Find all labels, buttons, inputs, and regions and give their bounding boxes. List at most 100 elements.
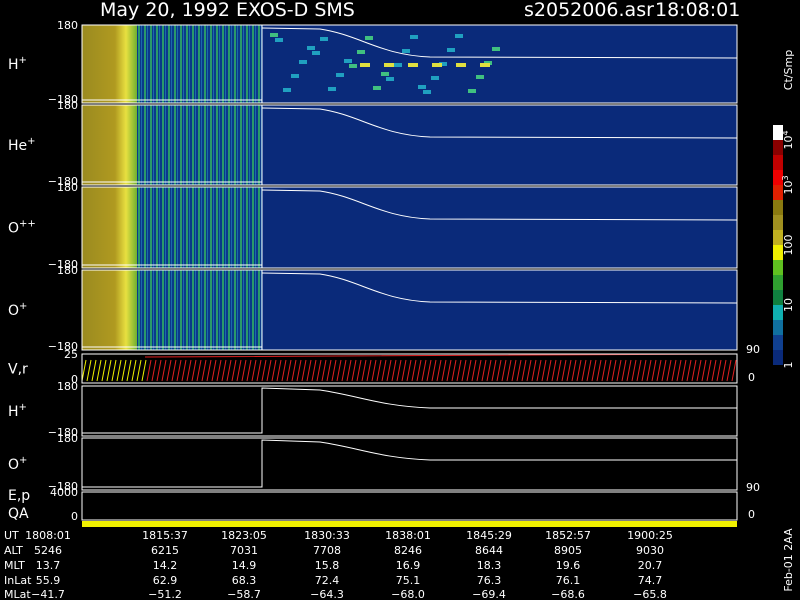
curve <box>261 189 738 221</box>
label-base: V,r <box>8 362 28 378</box>
cell: 72.4 <box>315 574 340 587</box>
speckle <box>291 74 299 78</box>
right-tick-bottom: 0 <box>748 508 755 521</box>
panel-frame <box>81 186 738 269</box>
row-label: MLT <box>4 559 25 572</box>
row-label: MLat <box>4 588 31 600</box>
label-base: H <box>8 404 19 420</box>
cell: −41.7 <box>31 588 65 600</box>
speckle <box>408 63 418 67</box>
tick-bottom: −180 <box>48 175 78 188</box>
tick-top: 180 <box>57 264 78 277</box>
colorbar-label: 103 <box>781 175 795 194</box>
panel-label: E,p <box>8 488 30 504</box>
label-sup: + <box>19 55 27 66</box>
tick-bottom: −180 <box>48 258 78 271</box>
speckle <box>439 62 447 66</box>
speckle <box>365 36 373 40</box>
label-sup: + <box>19 301 27 312</box>
tick-bottom: −180 <box>48 426 78 439</box>
cell: −64.3 <box>310 588 344 600</box>
speckle <box>468 89 476 93</box>
colorbar-label: 100 <box>782 235 795 256</box>
footer: Feb-01 2AA <box>782 528 795 592</box>
cell: 7708 <box>313 544 341 557</box>
colorbar-cell <box>773 170 783 185</box>
colorbar-cell <box>773 350 783 365</box>
label-base: H <box>8 57 19 73</box>
tick-bottom: 0 <box>71 510 78 523</box>
spectrogram-striped <box>137 187 262 268</box>
label-base: 10 <box>782 181 795 195</box>
tick-bottom: 0 <box>71 373 78 386</box>
cell: 1900:25 <box>627 529 673 542</box>
right-tick-top: 90 <box>746 481 760 494</box>
cell: 6215 <box>151 544 179 557</box>
info-table: UT 1808:01 1815:37 1823:05 1830:33 1838:01 184… <box>4 529 673 600</box>
speckle <box>432 63 442 67</box>
speckle <box>360 63 370 67</box>
cell: 1823:05 <box>221 529 267 542</box>
row-label: ALT <box>4 544 23 557</box>
file-name: s2052006.asr <box>524 0 654 21</box>
speckle <box>476 75 484 79</box>
cell: 9030 <box>636 544 664 557</box>
label-base: O <box>8 457 19 473</box>
time: 18:08:01 <box>655 0 740 21</box>
cell: 14.2 <box>153 559 178 572</box>
colorbar-cell <box>773 245 783 260</box>
cell: 20.7 <box>638 559 663 572</box>
label-base: 1 <box>782 362 795 369</box>
cell: 15.8 <box>315 559 340 572</box>
colorbar-cell <box>773 335 783 350</box>
cell: −68.6 <box>551 588 585 600</box>
curve <box>82 439 737 488</box>
label-base: E,p <box>8 488 30 504</box>
label-base: O <box>8 221 19 237</box>
panel-label: V,r <box>8 362 28 378</box>
panel-label: H+ <box>8 55 27 73</box>
cell: 7031 <box>230 544 258 557</box>
colorbar-cell <box>773 215 783 230</box>
colorbar-cell <box>773 275 783 290</box>
colorbar-cell <box>773 200 783 215</box>
cell: 18.3 <box>477 559 502 572</box>
panel-frame <box>81 353 738 384</box>
curve <box>261 107 738 139</box>
panel-frame <box>81 24 738 104</box>
speckle <box>423 90 431 94</box>
cell: 1815:37 <box>142 529 188 542</box>
tick-bottom: −180 <box>48 93 78 106</box>
cell: −58.7 <box>227 588 261 600</box>
right-tick-bottom: 0 <box>748 371 755 384</box>
qa-bar <box>82 521 737 527</box>
speckle <box>312 51 320 55</box>
speckle <box>299 60 307 64</box>
tick-bottom: −180 <box>48 480 78 493</box>
speckle <box>349 64 357 68</box>
speckle <box>307 46 315 50</box>
speckle <box>283 88 291 92</box>
colorbar-cell <box>773 185 783 200</box>
panel-label: O+ <box>8 301 27 319</box>
cell: 1852:57 <box>545 529 591 542</box>
spectrogram-warm <box>82 187 137 268</box>
cell: 1838:01 <box>385 529 431 542</box>
cell: 55.9 <box>36 574 61 587</box>
label-base: He <box>8 138 27 154</box>
speckle <box>386 77 394 81</box>
cell: 8246 <box>394 544 422 557</box>
speckle <box>480 63 490 67</box>
panel-frame <box>81 491 738 521</box>
speckle <box>344 59 352 63</box>
panel-label: O+ <box>8 455 27 473</box>
cell: 1830:33 <box>304 529 350 542</box>
spectrogram-warm <box>82 25 137 103</box>
panel-label: He+ <box>8 136 36 154</box>
colorbar-label: 104 <box>781 130 795 149</box>
speckle <box>394 63 402 67</box>
speckle <box>402 49 410 53</box>
speckle <box>410 35 418 39</box>
label-exp: 4 <box>781 130 790 135</box>
